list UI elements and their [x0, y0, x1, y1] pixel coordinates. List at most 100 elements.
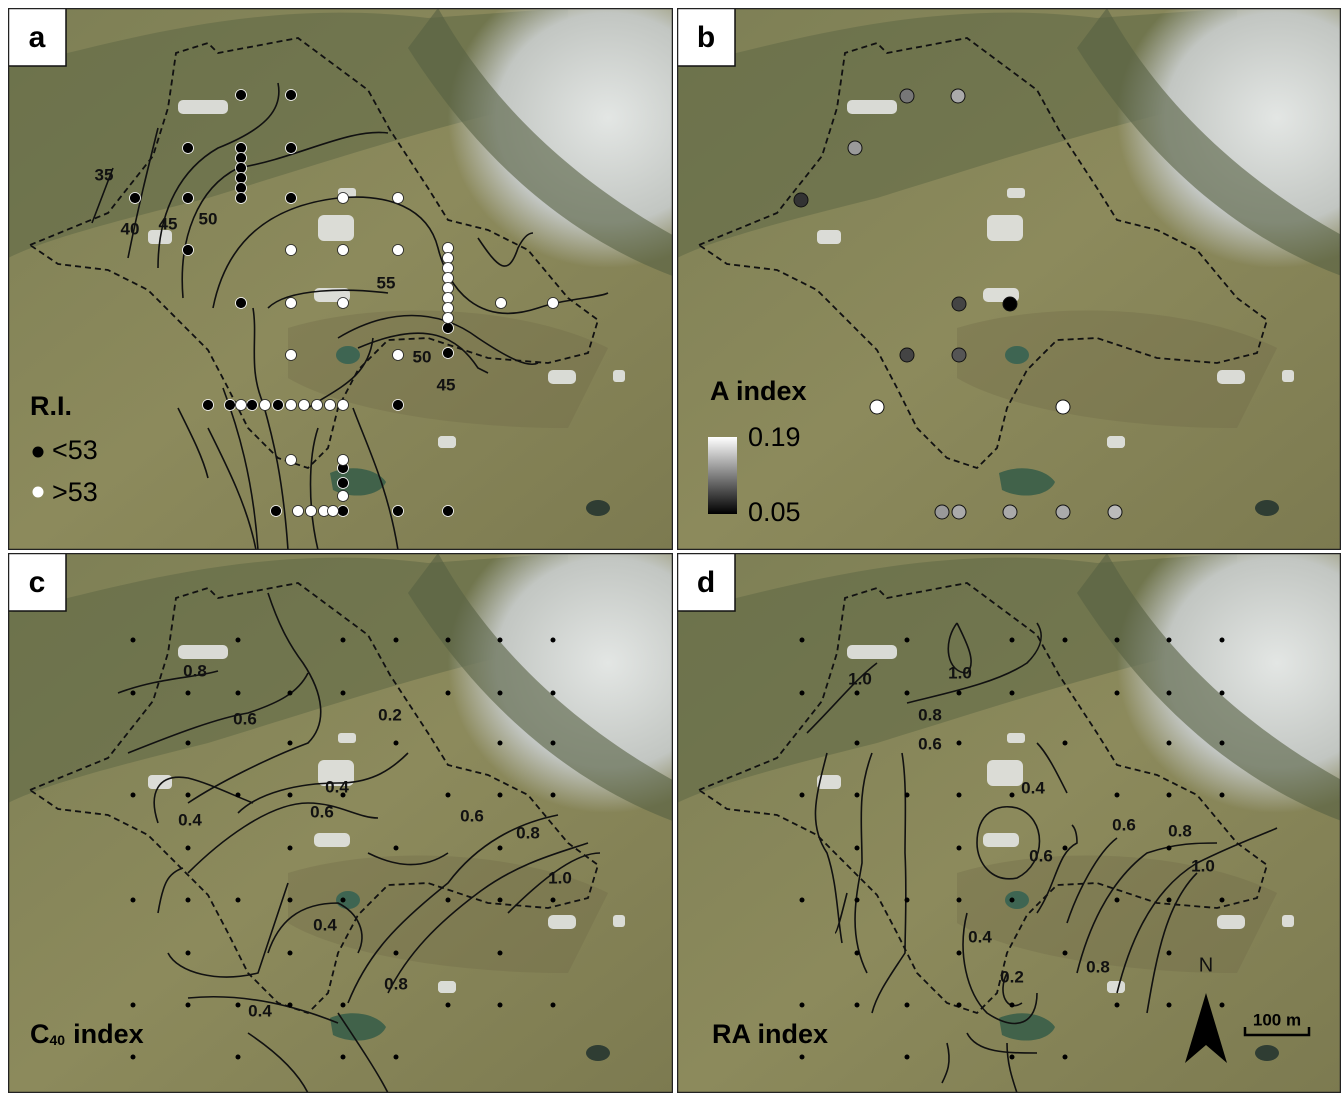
panel-letter: b	[697, 21, 715, 54]
sample-point	[1167, 691, 1172, 696]
colorbar-title: A index	[710, 376, 807, 406]
sample-point	[338, 506, 349, 517]
sample-point	[236, 400, 247, 411]
sample-point	[393, 400, 404, 411]
sample-point	[393, 245, 404, 256]
contour-label: 50	[413, 347, 432, 366]
sample-point	[952, 297, 966, 311]
sample-point	[236, 1003, 241, 1008]
contour-label: 0.4	[313, 915, 337, 934]
sample-point	[341, 1003, 346, 1008]
sample-point	[1063, 846, 1068, 851]
sample-point	[1056, 505, 1070, 519]
sample-point	[131, 898, 136, 903]
sample-point	[870, 400, 884, 414]
sample-point	[273, 400, 284, 411]
sample-point	[1220, 741, 1225, 746]
colorbar-max: 0.19	[748, 422, 801, 452]
contour-label: 0.8	[183, 661, 207, 680]
sample-point	[183, 143, 194, 154]
sample-point	[900, 348, 914, 362]
sample-point	[286, 193, 297, 204]
panel-c: c0.80.60.20.40.60.40.60.81.00.40.80.4C40…	[8, 513, 768, 1093]
sample-point	[131, 1003, 136, 1008]
sample-point	[271, 506, 282, 517]
sample-point	[1115, 691, 1120, 696]
figure: a35404550555045R.I.<53>53 bA index0.190.…	[0, 0, 1341, 1093]
sample-point	[855, 691, 860, 696]
sample-point	[288, 793, 293, 798]
sample-point	[393, 506, 404, 517]
sample-point	[183, 193, 194, 204]
sample-point	[1167, 638, 1172, 643]
sample-point	[288, 741, 293, 746]
index-main: C	[30, 1019, 50, 1049]
sample-point	[800, 691, 805, 696]
contour-label: 0.4	[248, 1001, 272, 1020]
sample-point	[288, 1003, 293, 1008]
sample-point	[186, 898, 191, 903]
contour-label: 1.0	[1191, 856, 1215, 875]
sample-point	[498, 898, 503, 903]
sample-point	[328, 506, 339, 517]
sample-point	[1220, 1003, 1225, 1008]
sample-point	[288, 951, 293, 956]
sample-point	[1010, 638, 1015, 643]
sample-point	[338, 455, 349, 466]
sample-point	[286, 298, 297, 309]
sample-point	[957, 951, 962, 956]
sample-point	[312, 400, 323, 411]
sample-point	[236, 691, 241, 696]
legend-title: R.I.	[30, 391, 72, 421]
sample-point	[394, 1055, 399, 1060]
contour-label: 0.6	[460, 806, 484, 825]
sample-point	[186, 846, 191, 851]
sample-point	[848, 141, 862, 155]
sample-point	[855, 951, 860, 956]
contour-label: 0.2	[1000, 967, 1024, 986]
sample-point	[446, 638, 451, 643]
sample-point	[1010, 793, 1015, 798]
colorbar	[708, 437, 737, 514]
contour-label: 0.6	[310, 802, 334, 821]
sample-point	[551, 898, 556, 903]
sample-point	[1220, 793, 1225, 798]
sample-point	[905, 638, 910, 643]
contour-label: 0.4	[968, 927, 992, 946]
sample-point	[341, 691, 346, 696]
sample-point	[551, 741, 556, 746]
aerial-image	[8, 513, 768, 1093]
sample-point	[957, 691, 962, 696]
sample-point	[443, 348, 454, 359]
sample-point	[446, 1003, 451, 1008]
sample-point	[1063, 638, 1068, 643]
sample-point	[800, 793, 805, 798]
sample-point	[443, 263, 454, 274]
panel-letter: c	[29, 566, 46, 599]
contour-label: 0.6	[1112, 815, 1136, 834]
sample-point	[1220, 898, 1225, 903]
sample-point	[236, 153, 247, 164]
sample-point	[905, 691, 910, 696]
sample-point	[957, 846, 962, 851]
sample-point	[443, 323, 454, 334]
sample-point	[286, 245, 297, 256]
panel-d: d1.01.00.80.60.40.60.60.81.00.40.20.8RA …	[677, 513, 1341, 1093]
sample-point	[1010, 1003, 1015, 1008]
sample-point	[203, 400, 214, 411]
sample-point	[443, 243, 454, 254]
sample-point	[443, 303, 454, 314]
sample-point	[551, 691, 556, 696]
sample-point	[236, 173, 247, 184]
sample-point	[1167, 741, 1172, 746]
index-rest: index	[73, 1019, 144, 1049]
sample-point	[1167, 793, 1172, 798]
sample-point	[1167, 1003, 1172, 1008]
sample-point	[905, 898, 910, 903]
contour-label: 0.2	[378, 705, 402, 724]
index-subscript: 40	[50, 1032, 66, 1048]
sample-point	[341, 1055, 346, 1060]
sample-point	[957, 793, 962, 798]
sample-point	[1063, 951, 1068, 956]
sample-point	[225, 400, 236, 411]
